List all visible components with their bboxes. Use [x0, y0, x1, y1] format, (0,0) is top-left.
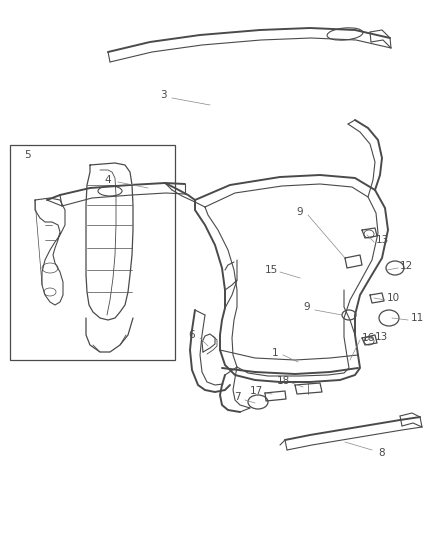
Text: 4: 4: [104, 175, 111, 185]
Text: 15: 15: [264, 265, 277, 275]
Bar: [10, 145, 175, 360]
Text: 11: 11: [410, 313, 423, 323]
Text: 13: 13: [374, 235, 388, 245]
Text: 9: 9: [296, 207, 303, 217]
Text: 1: 1: [271, 348, 278, 358]
Text: 13: 13: [374, 332, 387, 342]
Text: 12: 12: [399, 261, 412, 271]
Text: 9: 9: [303, 302, 310, 312]
Text: 18: 18: [276, 376, 289, 386]
Text: 10: 10: [385, 293, 399, 303]
Text: 5: 5: [25, 150, 31, 160]
Text: 3: 3: [159, 90, 166, 100]
Text: 8: 8: [378, 448, 385, 458]
Text: 16: 16: [360, 333, 374, 343]
Text: 6: 6: [188, 330, 195, 340]
Text: 17: 17: [249, 386, 262, 396]
Text: 7: 7: [233, 392, 240, 402]
